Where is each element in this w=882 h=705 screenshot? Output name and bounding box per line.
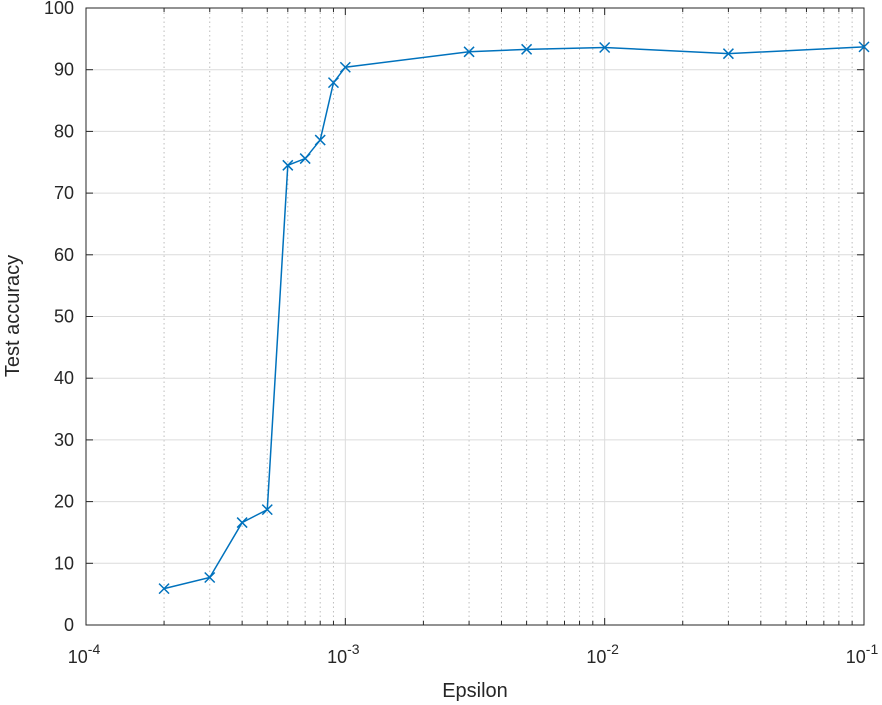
data-point-marker [261,504,273,516]
y-tick-label: 80 [54,121,74,141]
y-tick-label: 90 [54,60,74,80]
y-tick-label: 50 [54,307,74,327]
x-tick-label: 10-2 [586,641,619,667]
y-axis-label: Test accuracy [2,255,24,377]
minor-grid [163,8,853,625]
x-tick-labels: 10-4 10-3 10-2 10-1 [68,641,879,667]
y-tick-label: 40 [54,368,74,388]
axis-ticks [85,7,865,626]
data-point-marker [722,48,734,60]
y-tick-labels: 0 10 20 30 40 50 60 70 80 90 100 [44,0,74,635]
y-tick-label: 20 [54,492,74,512]
x-tick-label: 10-1 [846,641,879,667]
data-point-marker [599,41,611,54]
data-point-marker [327,77,339,89]
x-tick-label: 10-3 [327,641,360,667]
data-point-marker [858,41,870,53]
y-tick-label: 100 [44,0,74,18]
data-point-marker [236,517,248,529]
y-tick-label: 60 [54,245,74,265]
data-point-marker [158,583,170,595]
y-tick-label: 70 [54,183,74,203]
data-point-marker [204,571,216,584]
series-layer [158,41,870,595]
data-point-marker [282,159,294,171]
y-tick-label: 0 [64,615,74,635]
x-tick-label: 10-4 [68,641,101,667]
data-point-marker [339,61,351,73]
data-point-marker [299,153,311,165]
data-point-marker [463,46,475,58]
x-axis-label: Epsilon [442,680,508,702]
data-point-marker [521,43,533,55]
series-line [163,46,865,590]
y-tick-label: 10 [54,553,74,573]
data-point-marker [314,134,326,146]
y-tick-label: 30 [54,430,74,450]
